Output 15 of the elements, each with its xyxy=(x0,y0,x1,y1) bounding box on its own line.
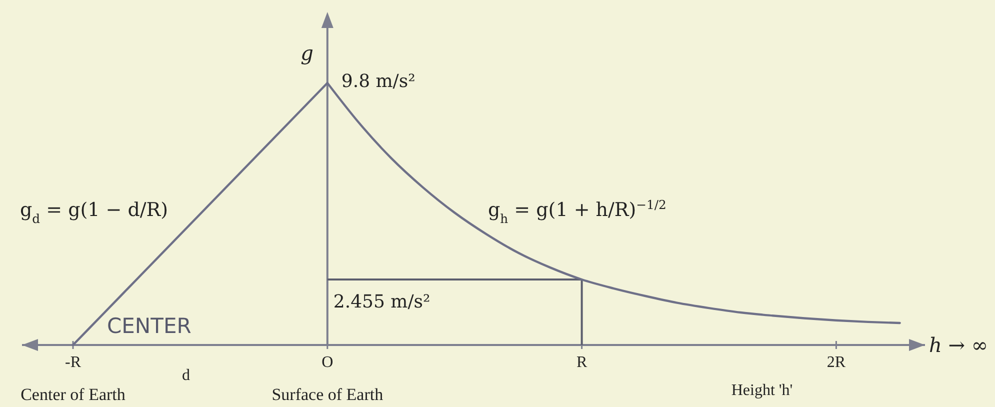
text: d xyxy=(182,367,190,384)
x-tick-label: -R xyxy=(65,354,82,371)
y-axis-title: g xyxy=(300,41,314,65)
annotation: g$_{d}$ = g(1 − d/R) xyxy=(20,199,168,226)
x-tick-label: R xyxy=(576,354,588,371)
annotation: CENTER xyxy=(107,314,192,338)
x-tick-label: 2R xyxy=(826,354,846,371)
annotation: 2.455 m/s² xyxy=(333,292,430,312)
x-axis-title: h → ∞ xyxy=(929,333,988,357)
annotation: 9.8 m/s² xyxy=(341,71,416,92)
annotation: g$_{h}$ = g(1 + h/R)$^{−1/2}$ xyxy=(488,198,666,226)
text: Surface of Earth xyxy=(272,385,384,404)
x-tick-label: O xyxy=(322,354,334,371)
text: Height 'h' xyxy=(731,382,793,399)
text: Center of Earth xyxy=(20,385,126,404)
